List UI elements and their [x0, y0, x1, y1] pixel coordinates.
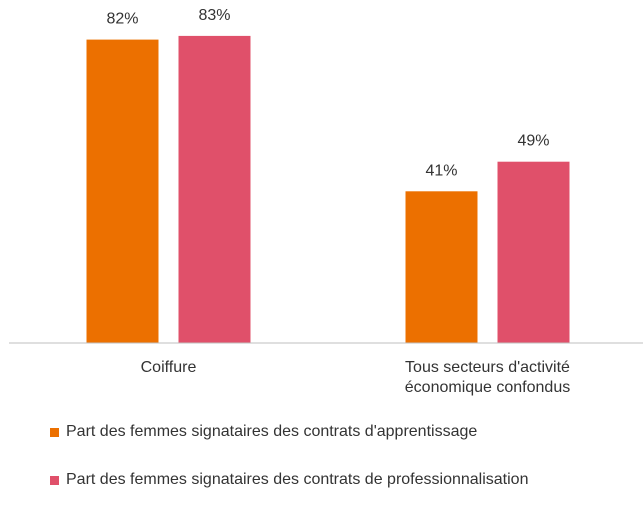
legend-label: Part des femmes signataires des contrats…: [66, 471, 529, 488]
data-label: 83%: [198, 7, 230, 24]
x-tick-label: Coiffure: [140, 359, 197, 376]
x-tick-label: Tous secteurs d'activité économique conf…: [404, 359, 571, 396]
legend-swatch: [50, 428, 59, 437]
legend-item: Part des femmes signataires des contrats…: [50, 468, 630, 492]
legend-swatch: [50, 476, 59, 485]
legend: Part des femmes signataires des contrats…: [50, 420, 630, 516]
chart: 82% 83% 41% 49%: [9, 7, 643, 344]
bar: [178, 35, 251, 344]
bar: [86, 39, 159, 343]
data-label: 41%: [425, 162, 457, 179]
data-label: 82%: [106, 11, 138, 28]
bar: [497, 161, 570, 343]
legend-label: Part des femmes signataires des contrats…: [66, 423, 478, 440]
legend-item: Part des femmes signataires des contrats…: [50, 420, 630, 444]
bar: [405, 191, 478, 343]
data-label: 49%: [517, 133, 549, 150]
